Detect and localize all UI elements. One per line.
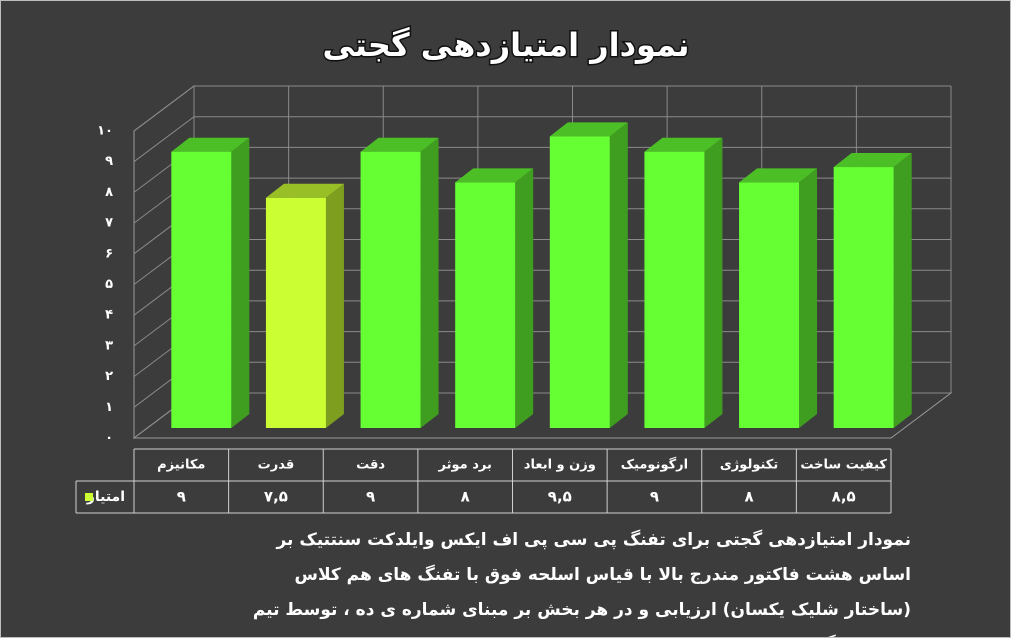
bar bbox=[265, 197, 326, 428]
bar-top bbox=[833, 153, 912, 168]
grid-line bbox=[133, 85, 951, 132]
grid-line bbox=[133, 331, 951, 378]
bar bbox=[833, 167, 894, 429]
y-tick-label: ۷ bbox=[105, 216, 113, 231]
bar bbox=[360, 151, 421, 428]
y-tick-label: ۵ bbox=[105, 277, 113, 292]
value-label: ۸ bbox=[744, 488, 753, 506]
y-tick-label: ۶ bbox=[105, 246, 113, 261]
y-tick-label: ۹ bbox=[105, 154, 113, 169]
bar-top bbox=[644, 137, 723, 152]
bar-side bbox=[231, 137, 250, 428]
floor bbox=[132, 392, 953, 439]
grid-line bbox=[133, 146, 951, 193]
grid-line bbox=[133, 392, 951, 439]
grid-line bbox=[133, 361, 951, 408]
y-tick-label: ۳ bbox=[105, 338, 113, 353]
x-tick-label: دقت bbox=[356, 458, 385, 473]
value-label: ۷,۵ bbox=[264, 488, 288, 506]
y-tick-label: ٠ bbox=[105, 431, 113, 446]
chart: نمودار امتیازدهی گجتی ٠ ۱ ۲ ۳ ۴ ۵ ۶ ۷ ۸ ۹ ۱۰ امتیاز… bbox=[75, 25, 953, 514]
bar-side bbox=[799, 168, 818, 428]
x-tick-label: برد موثر bbox=[438, 458, 492, 473]
y-tick-label: ۱۰ bbox=[97, 124, 113, 139]
grid-line bbox=[133, 269, 951, 316]
bar-top bbox=[455, 168, 534, 183]
value-label: ۸ bbox=[461, 488, 470, 506]
x-tick-label: ارگونومیک bbox=[621, 457, 688, 473]
y-tick-label: ۱ bbox=[105, 400, 113, 415]
x-tick-label: تکنولوژی bbox=[720, 458, 778, 473]
bar-side bbox=[609, 122, 628, 428]
y-tick-label: ۴ bbox=[105, 308, 113, 323]
bar-top bbox=[360, 137, 439, 152]
bar bbox=[549, 136, 610, 428]
bar-side bbox=[420, 137, 439, 428]
chart-title: نمودار امتیازدهی گجتی bbox=[322, 26, 689, 64]
bar bbox=[455, 182, 516, 428]
bar-side bbox=[704, 137, 723, 428]
bar-top bbox=[171, 137, 250, 152]
caption: نمودار امتیازدهی گجتی برای تفنگ پی سی پی… bbox=[252, 530, 911, 637]
x-tick-label: مکانیزم bbox=[157, 458, 205, 473]
grid-line bbox=[133, 177, 951, 224]
x-tick-label: قدرت bbox=[258, 458, 295, 473]
bar-top bbox=[739, 168, 818, 183]
x-tick-label: وزن و ابعاد bbox=[524, 458, 596, 473]
value-label: ۸,۵ bbox=[832, 488, 856, 506]
grid-line bbox=[133, 208, 951, 255]
bar bbox=[644, 151, 705, 428]
y-tick-label: ۸ bbox=[105, 185, 113, 200]
grid-line bbox=[133, 300, 951, 347]
bar-side bbox=[325, 183, 344, 428]
value-label: ۹ bbox=[177, 488, 186, 506]
value-label: ۹ bbox=[650, 488, 659, 506]
bar-side bbox=[893, 153, 912, 429]
value-label: ۹,۵ bbox=[548, 488, 572, 506]
value-label: ۹ bbox=[366, 488, 375, 506]
y-tick-label: ۲ bbox=[105, 369, 113, 384]
grid-line bbox=[133, 239, 951, 285]
legend-label: امتیاز bbox=[86, 489, 125, 505]
bar-top bbox=[265, 183, 344, 198]
grid-line bbox=[133, 116, 951, 163]
bar-side bbox=[515, 168, 534, 428]
bar bbox=[739, 182, 800, 428]
bar-top bbox=[549, 122, 628, 137]
x-tick-label: کیفیت ساخت bbox=[800, 458, 887, 473]
legend-swatch bbox=[85, 493, 93, 501]
bar bbox=[171, 151, 232, 428]
